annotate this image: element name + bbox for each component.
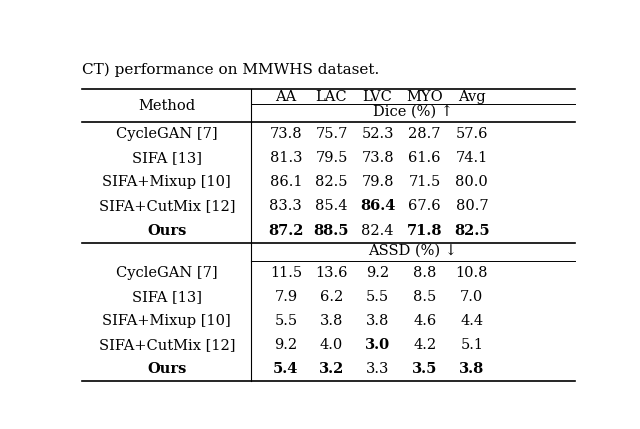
Text: Ours: Ours: [147, 362, 186, 376]
Text: 86.4: 86.4: [360, 199, 396, 213]
Text: SIFA+Mixup [10]: SIFA+Mixup [10]: [102, 175, 231, 189]
Text: 5.4: 5.4: [273, 362, 298, 376]
Text: 81.3: 81.3: [269, 151, 302, 165]
Text: 82.5: 82.5: [316, 175, 348, 189]
Text: 82.5: 82.5: [454, 224, 490, 238]
Text: 73.8: 73.8: [362, 151, 394, 165]
Text: 4.4: 4.4: [460, 314, 483, 328]
Text: 6.2: 6.2: [320, 290, 343, 304]
Text: 71.8: 71.8: [407, 224, 442, 238]
Text: 57.6: 57.6: [456, 127, 488, 141]
Text: 4.6: 4.6: [413, 314, 436, 328]
Text: 3.8: 3.8: [366, 314, 389, 328]
Text: 3.0: 3.0: [365, 338, 390, 352]
Text: 73.8: 73.8: [269, 127, 302, 141]
Text: 82.4: 82.4: [362, 224, 394, 238]
Text: 28.7: 28.7: [408, 127, 441, 141]
Text: SIFA+Mixup [10]: SIFA+Mixup [10]: [102, 314, 231, 328]
Text: 8.8: 8.8: [413, 266, 436, 280]
Text: 3.5: 3.5: [412, 362, 437, 376]
Text: 13.6: 13.6: [316, 266, 348, 280]
Text: MYO: MYO: [406, 91, 443, 104]
Text: 3.8: 3.8: [460, 362, 484, 376]
Text: 11.5: 11.5: [270, 266, 302, 280]
Text: 3.8: 3.8: [320, 314, 343, 328]
Text: 10.8: 10.8: [456, 266, 488, 280]
Text: 4.0: 4.0: [320, 338, 343, 352]
Text: 80.7: 80.7: [456, 199, 488, 213]
Text: 9.2: 9.2: [275, 338, 298, 352]
Text: 87.2: 87.2: [268, 224, 303, 238]
Text: 67.6: 67.6: [408, 199, 441, 213]
Text: 8.5: 8.5: [413, 290, 436, 304]
Text: Ours: Ours: [147, 224, 186, 238]
Text: Method: Method: [138, 99, 195, 113]
Text: 75.7: 75.7: [316, 127, 348, 141]
Text: CycleGAN [7]: CycleGAN [7]: [116, 266, 218, 280]
Text: 61.6: 61.6: [408, 151, 441, 165]
Text: 83.3: 83.3: [269, 199, 302, 213]
Text: 9.2: 9.2: [366, 266, 389, 280]
Text: 7.0: 7.0: [460, 290, 483, 304]
Text: Dice (%) ↑: Dice (%) ↑: [373, 105, 453, 119]
Text: 5.5: 5.5: [275, 314, 298, 328]
Text: AA: AA: [275, 91, 296, 104]
Text: 80.0: 80.0: [456, 175, 488, 189]
Text: 74.1: 74.1: [456, 151, 488, 165]
Text: 88.5: 88.5: [314, 224, 349, 238]
Text: 85.4: 85.4: [316, 199, 348, 213]
Text: 5.1: 5.1: [460, 338, 483, 352]
Text: 52.3: 52.3: [362, 127, 394, 141]
Text: SIFA [13]: SIFA [13]: [132, 151, 202, 165]
Text: ASSD (%) ↓: ASSD (%) ↓: [369, 244, 458, 258]
Text: 3.2: 3.2: [319, 362, 344, 376]
Text: 4.2: 4.2: [413, 338, 436, 352]
Text: 7.9: 7.9: [275, 290, 298, 304]
Text: 79.8: 79.8: [362, 175, 394, 189]
Text: SIFA [13]: SIFA [13]: [132, 290, 202, 304]
Text: 71.5: 71.5: [408, 175, 441, 189]
Text: SIFA+CutMix [12]: SIFA+CutMix [12]: [99, 199, 235, 213]
Text: CT) performance on MMWHS dataset.: CT) performance on MMWHS dataset.: [83, 63, 380, 77]
Text: Avg: Avg: [458, 91, 486, 104]
Text: 5.5: 5.5: [366, 290, 389, 304]
Text: LAC: LAC: [316, 91, 348, 104]
Text: SIFA+CutMix [12]: SIFA+CutMix [12]: [99, 338, 235, 352]
Text: 86.1: 86.1: [269, 175, 302, 189]
Text: 3.3: 3.3: [366, 362, 389, 376]
Text: CycleGAN [7]: CycleGAN [7]: [116, 127, 218, 141]
Text: LVC: LVC: [363, 91, 392, 104]
Text: 79.5: 79.5: [316, 151, 348, 165]
